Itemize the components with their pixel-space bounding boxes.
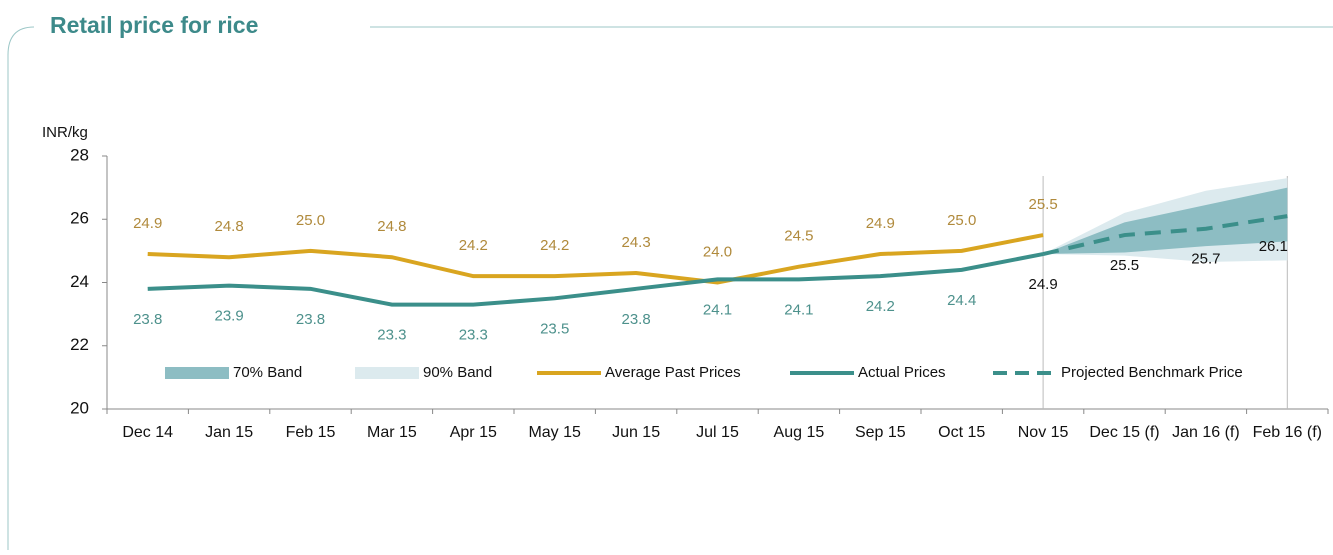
data-label: 26.1 [1259,238,1288,255]
x-tick-label: Oct 15 [938,424,985,441]
data-label: 24.2 [540,237,569,254]
data-label: 24.9 [1028,276,1057,293]
x-tick-label: Feb 15 [286,424,336,441]
x-tick-label: Apr 15 [450,424,497,441]
frame-left [7,26,35,550]
x-tick-label: Feb 16 (f) [1253,424,1322,441]
data-label: 25.0 [947,212,976,229]
data-label: 23.3 [377,327,406,344]
x-tick-label: Nov 15 [1018,424,1069,441]
series-line [147,252,1044,307]
legend-label: Average Past Prices [605,364,741,381]
legend-label: Actual Prices [858,364,946,381]
legend-label: Projected Benchmark Price [1061,364,1243,381]
data-label: 24.9 [133,215,162,232]
chart-title: Retail price for rice [50,12,258,38]
data-label: 24.8 [214,218,243,235]
x-tick-label: Jan 15 [205,424,253,441]
data-label: 24.1 [784,301,813,318]
y-axis-label: INR/kg [42,124,88,141]
data-label: 25.5 [1028,196,1057,213]
data-label: 25.5 [1110,257,1139,274]
legend-swatch [165,367,229,379]
legend-swatch [355,367,419,379]
series-line [1042,214,1288,256]
data-label: 24.5 [784,228,813,245]
series-line [147,233,1044,285]
data-label: 23.5 [540,320,569,337]
data-label: 24.8 [377,218,406,235]
data-label: 23.8 [296,311,325,328]
y-tick-label: 22 [70,335,89,354]
x-tick-label: Sep 15 [855,424,906,441]
y-tick-label: 20 [70,398,89,417]
data-label: 24.4 [947,292,976,309]
data-label: 25.0 [296,212,325,229]
data-label: 24.9 [866,215,895,232]
y-tick-label: 28 [70,145,89,164]
data-label: 24.2 [866,298,895,315]
legend-label: 90% Band [423,364,492,381]
y-tick-label: 24 [70,272,89,291]
data-label: 23.8 [133,311,162,328]
x-tick-label: May 15 [528,424,581,441]
data-label: 23.9 [214,308,243,325]
x-tick-label: Dec 14 [122,424,173,441]
legend-label: 70% Band [233,364,302,381]
data-label: 24.0 [703,243,732,260]
x-tick-label: Mar 15 [367,424,417,441]
data-label: 24.2 [459,237,488,254]
x-tick-label: Dec 15 (f) [1089,424,1159,441]
data-label: 24.3 [621,234,650,251]
y-tick-label: 26 [70,209,89,228]
x-tick-label: Jul 15 [696,424,739,441]
x-tick-label: Aug 15 [774,424,825,441]
x-tick-label: Jun 15 [612,424,660,441]
data-label: 23.8 [621,311,650,328]
data-label: 23.3 [459,327,488,344]
data-label: 25.7 [1191,251,1220,268]
data-label: 24.1 [703,301,732,318]
band-area [1043,187,1288,255]
x-tick-label: Jan 16 (f) [1172,424,1240,441]
